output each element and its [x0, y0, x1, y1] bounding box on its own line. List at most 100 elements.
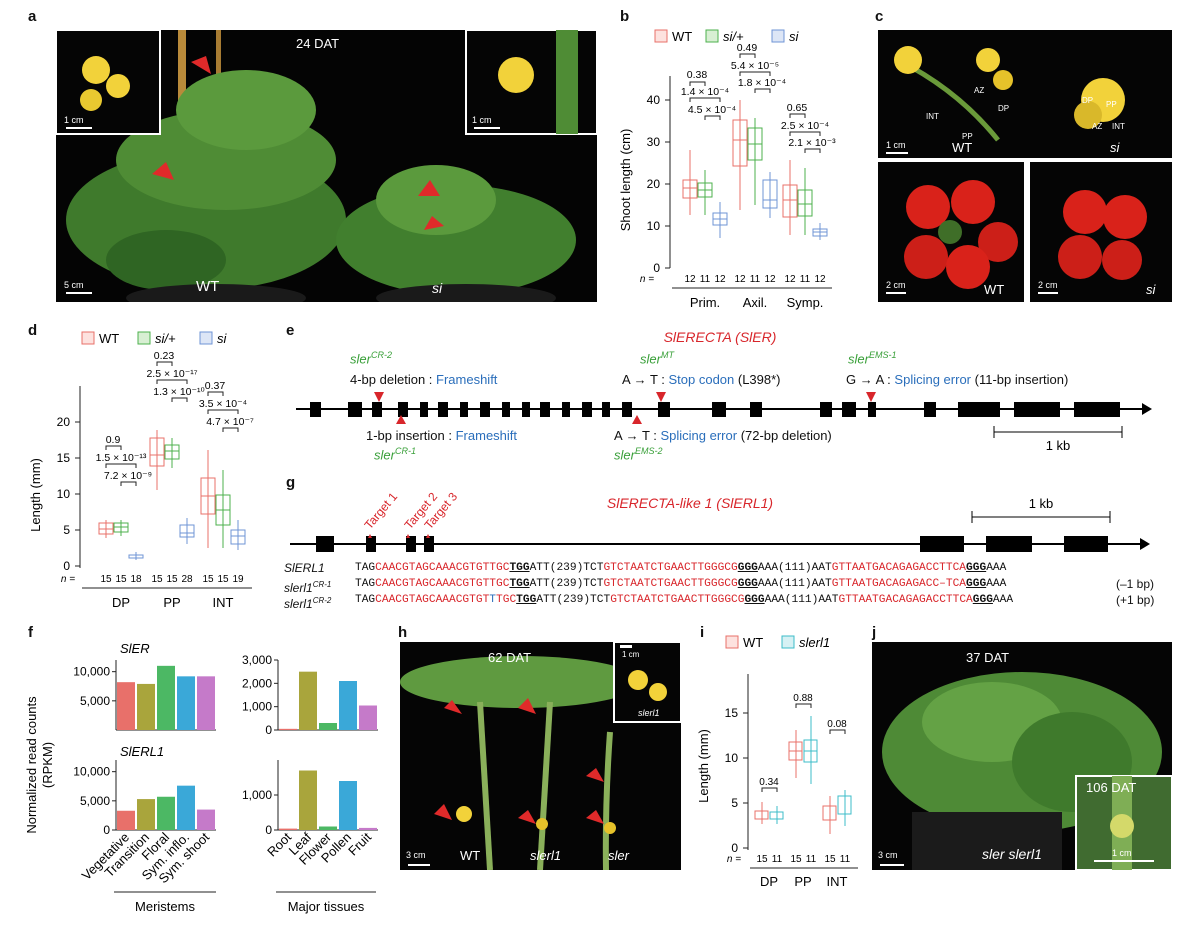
- e-arrow-cr2: [374, 392, 384, 402]
- g-exons: [316, 536, 1108, 552]
- legend-i-slerl1: slerl1: [799, 635, 830, 650]
- panel-letter-a: a: [28, 8, 37, 25]
- f-bar-0-4: [197, 676, 215, 730]
- d-xlabel-dp: DP: [112, 595, 130, 610]
- g-seq-name-cr2: slerl1CR-2: [284, 596, 332, 611]
- d-box-int-sihet: [215, 470, 231, 548]
- h-label-wt: WT: [460, 848, 481, 863]
- f-ytick-3-1: 1,000: [242, 788, 272, 802]
- c-label-wt-top: WT: [952, 140, 973, 155]
- b-ytick-0: 0: [653, 261, 660, 275]
- h-inset-label: slerl1: [638, 708, 660, 718]
- c-scale-2: 2 cm: [886, 280, 906, 290]
- legend-b-sihet: si/+: [723, 29, 744, 44]
- b-ytick-30: 30: [647, 135, 661, 149]
- d-box-dp-si: [128, 552, 144, 560]
- b-xlabel-axil: Axil.: [743, 295, 768, 310]
- d-ytick-10: 10: [57, 487, 71, 501]
- f-ytick-3-0: 0: [265, 823, 272, 837]
- f-bar-0-1: [137, 683, 155, 730]
- photo-c-top: INT AZ DP PP DP PP AZ INT 1 cm WT si: [878, 30, 1172, 158]
- b-box-prim-wt: [682, 150, 698, 215]
- d-box-pp-wt: [149, 430, 165, 490]
- f-bar-1-3: [339, 681, 357, 730]
- b-box-axil-wt: [732, 100, 748, 210]
- g-scale-label: 1 kb: [1029, 496, 1054, 511]
- i-box-dp-wt: [754, 802, 769, 824]
- g-gene-title: SlERECTA-like 1 (SlERL1): [607, 495, 773, 511]
- f-bar-3-1: [299, 770, 317, 830]
- gene-model-e: SlERECTA (SlER) 1 kb: [296, 329, 1152, 453]
- e-scale-bar: [993, 426, 1123, 438]
- f-gene-1: SlER: [120, 641, 150, 656]
- d-n-int-1: 15: [202, 574, 214, 585]
- i-xlabels: DP PP INT: [760, 874, 848, 889]
- b-n-prim-3: 12: [714, 274, 726, 285]
- g-seq-name-cr1: slerl1CR-1: [284, 580, 332, 595]
- c-scale-1: 1 cm: [886, 140, 906, 150]
- c-label-int2: INT: [1112, 122, 1125, 131]
- a-label-si: si: [432, 280, 443, 296]
- b-n-row: n = 12 11 12 12 11 12 12 11 12: [640, 274, 826, 285]
- i-ytick-15: 15: [725, 706, 739, 720]
- h-inset-scale: 1 cm: [622, 650, 640, 659]
- d-pval-dp-1: 0.9: [106, 434, 121, 446]
- d-n-pp-3: 28: [181, 574, 193, 585]
- f-bar-1-1: [299, 671, 317, 730]
- c-label-wt-bottom: WT: [984, 282, 1005, 297]
- b-n-prefix: n =: [640, 274, 654, 285]
- d-pval-dp-2: 1.5 × 10⁻¹³: [96, 452, 147, 464]
- i-box-int-wt: [822, 796, 837, 834]
- chart-b-boxplot: WT si/+ si 0 10 20 30 40 Shoot length (c…: [618, 29, 836, 310]
- legend-i-wt-swatch: [725, 635, 739, 649]
- f-ytick-1-3: 3,000: [242, 653, 272, 667]
- i-n-prefix: n =: [727, 854, 741, 865]
- legend-b: WT si/+ si: [654, 29, 800, 44]
- c-label-si-bottom: si: [1146, 282, 1156, 297]
- photo-h-plants: 62 DAT 1 cm slerl1 3 cm WT slerl1 sler: [400, 642, 681, 870]
- i-n-pp-1: 15: [790, 854, 802, 865]
- h-dat-label: 62 DAT: [488, 650, 532, 665]
- i-xlabel-int: INT: [827, 874, 848, 889]
- legend-d-sihet: si/+: [155, 331, 176, 346]
- f-bar-2-0: [117, 810, 135, 830]
- panel-letter-j: j: [872, 624, 877, 641]
- i-ytick-0: 0: [731, 841, 738, 855]
- e-exons: [310, 402, 1120, 417]
- f-ytick-2-0: 0: [103, 823, 110, 837]
- g-seq-cr2: TAGCAACGTAGCAAACGTGTTTGCTGGATT(239)TCTGT…: [355, 594, 1014, 606]
- f-bar-3-2: [319, 826, 337, 830]
- i-pval-int: 0.08: [827, 719, 847, 730]
- h-label-sler: sler: [608, 848, 629, 863]
- g-gene-arrow: [1140, 538, 1150, 550]
- b-yticks: 0 10 20 30 40: [647, 93, 670, 275]
- legend-b-si-swatch: [771, 29, 785, 43]
- a-label-wt: WT: [196, 278, 220, 295]
- f-bar-0-3: [177, 676, 195, 730]
- b-pval-prim-2: 1.4 × 10⁻⁴: [681, 86, 729, 98]
- i-n-dp-1: 15: [756, 854, 768, 865]
- panel-letter-b: b: [620, 8, 630, 25]
- d-pval-int-3: 4.7 × 10⁻⁷: [206, 416, 254, 428]
- b-box-axil-sihet: [747, 118, 763, 205]
- f-bar-0-0: [117, 682, 135, 730]
- g-target-1: Target 1: [362, 489, 401, 531]
- f-bar-0-2: [157, 665, 175, 730]
- e-allele-ems2-name: slerEMS-2: [614, 446, 663, 463]
- legend-d-si-swatch: [199, 331, 213, 345]
- b-pval-axil-2: 5.4 × 10⁻⁵: [731, 60, 779, 72]
- e-allele-cr2-name: slerCR-2: [350, 350, 392, 367]
- b-n-axil-1: 12: [734, 274, 746, 285]
- d-n-dp-3: 18: [130, 574, 142, 585]
- g-targets: Target 1 Target 2 Target 3: [362, 489, 460, 538]
- b-n-symp-2: 11: [800, 274, 811, 285]
- d-n-int-3: 19: [232, 574, 244, 585]
- b-xlabel-symp: Symp.: [787, 295, 824, 310]
- chart-i-boxplot: WT slerl1 0 5 10 15 Length (mm) 0.34 0.8…: [696, 635, 858, 889]
- photo-c-top-art: [886, 46, 1125, 154]
- b-box-symp-si: [812, 223, 828, 240]
- panel-letter-e: e: [286, 322, 295, 339]
- photo-c-si-fruits: 2 cm si: [1030, 162, 1172, 302]
- f-ytick-0-0: 5,000: [80, 694, 110, 708]
- photo-c-wt-fruits: 2 cm WT: [878, 162, 1024, 302]
